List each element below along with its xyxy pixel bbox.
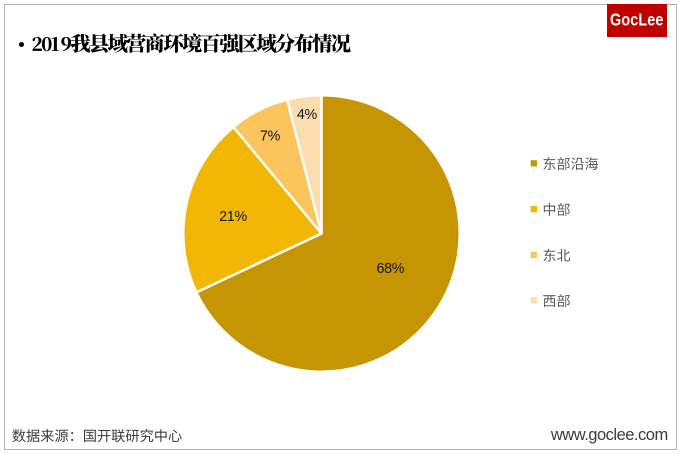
- svg-text:21%: 21%: [219, 209, 247, 225]
- svg-text:4%: 4%: [297, 107, 318, 123]
- svg-text:68%: 68%: [376, 261, 404, 277]
- svg-text:7%: 7%: [260, 129, 281, 145]
